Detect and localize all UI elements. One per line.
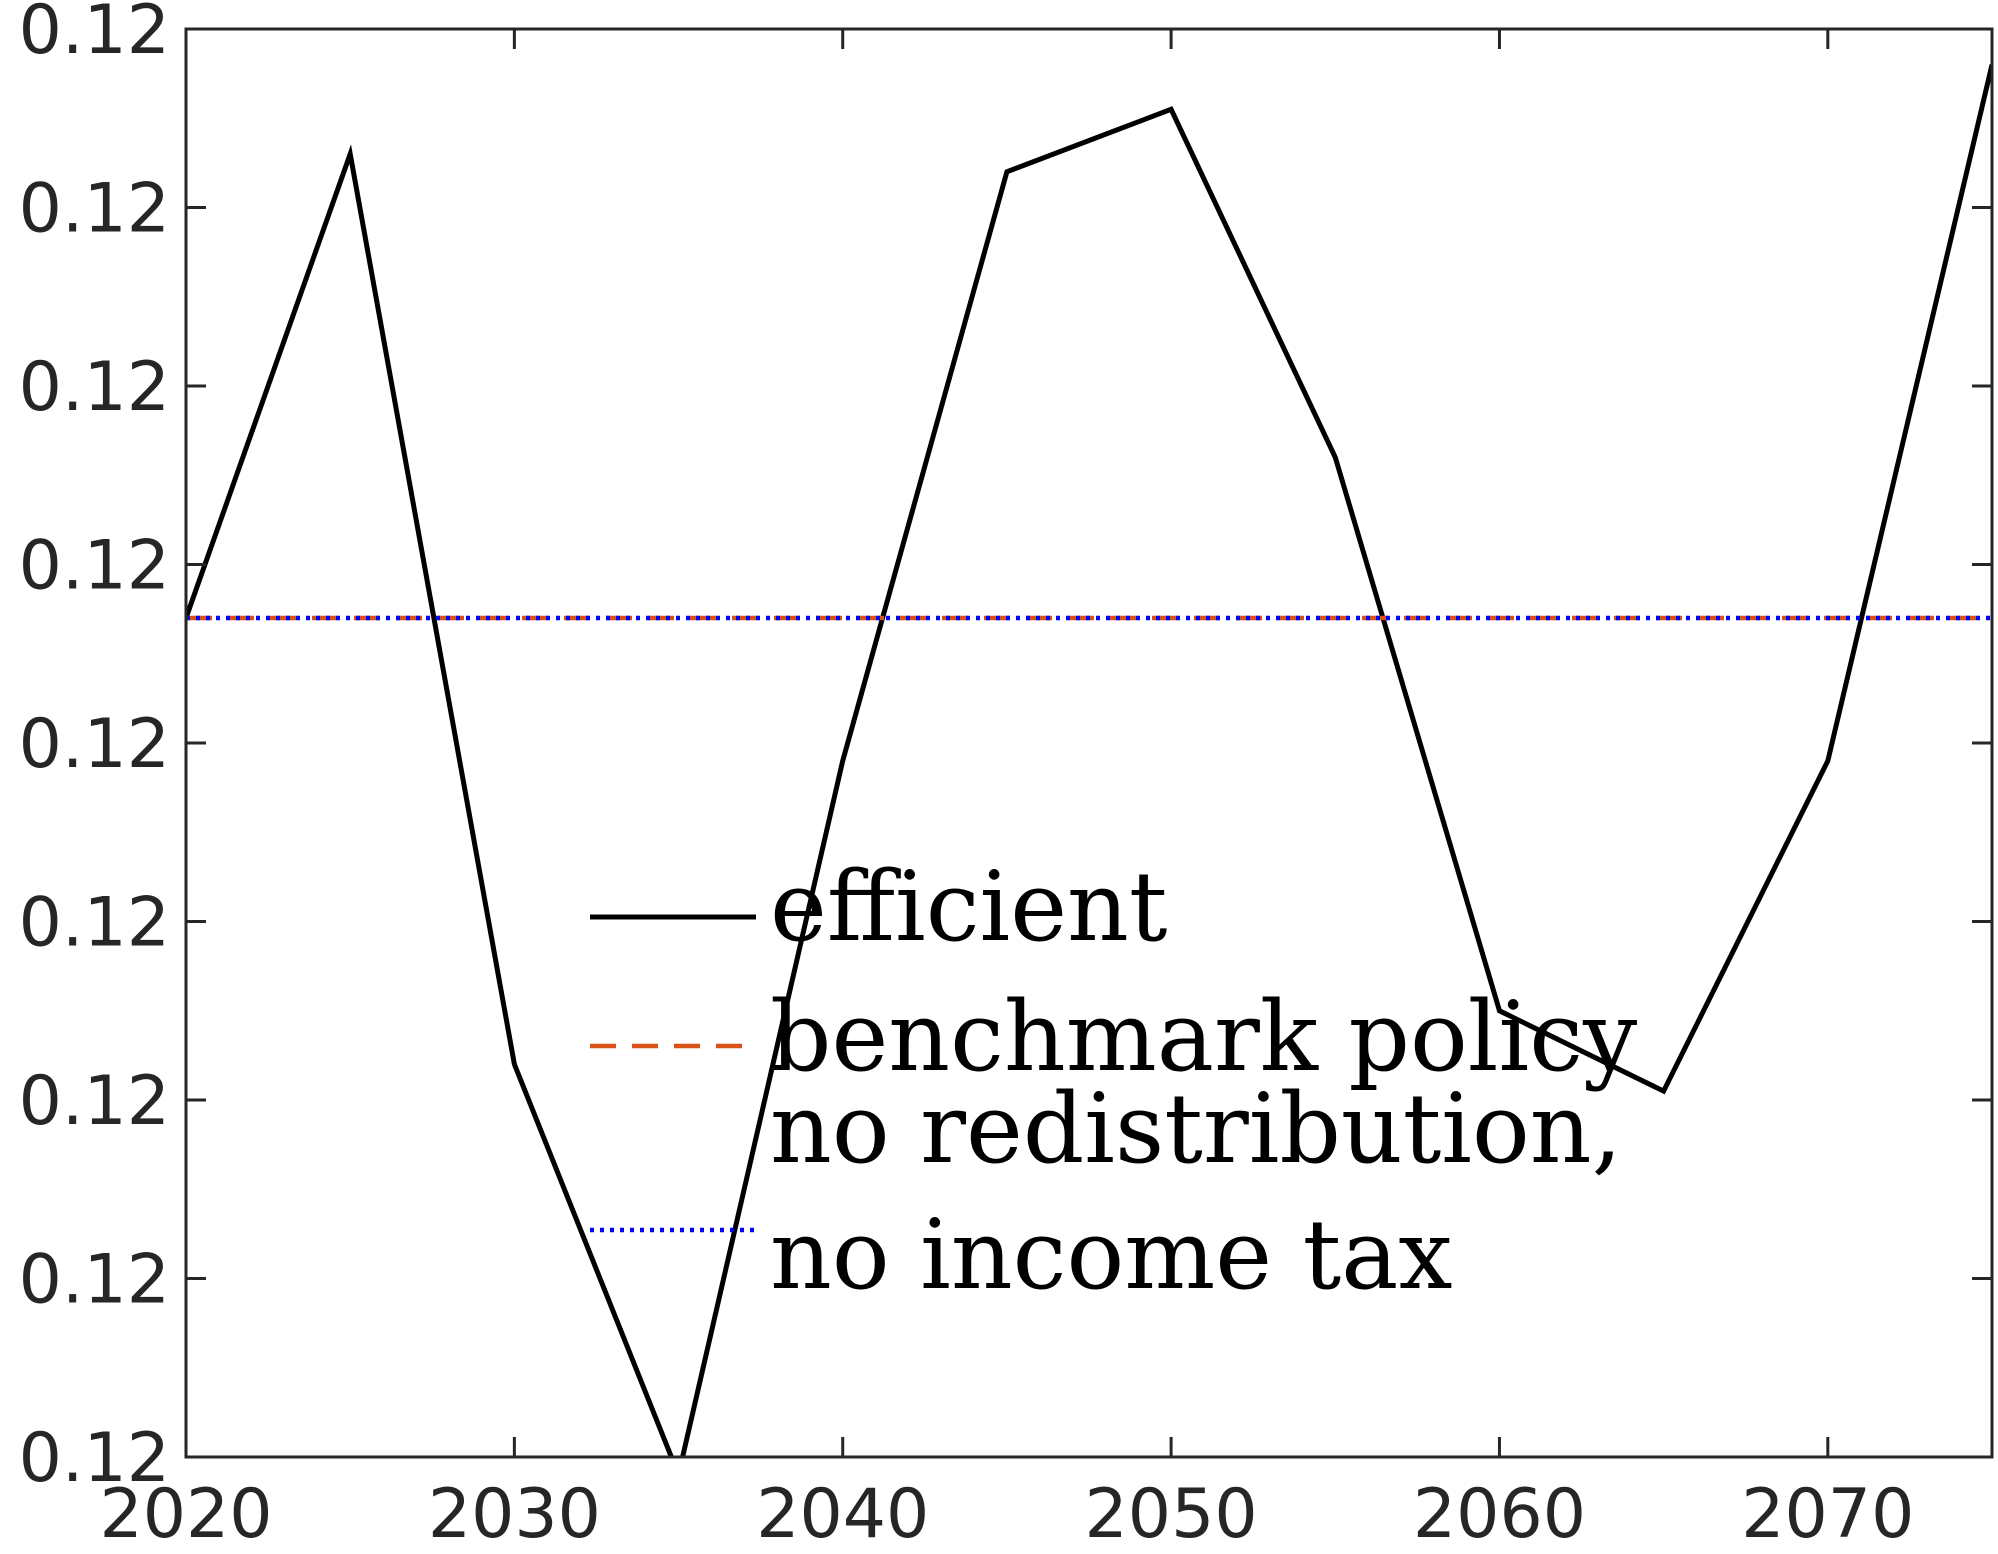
legend-label-efficient: efficient xyxy=(770,851,1167,963)
series-layer xyxy=(186,64,1992,1457)
axes-layer: 2020 2030 2040 2050 2060 2070 0.12 0.12 0.12 0.12… xyxy=(19,0,1994,1554)
x-tick-label: 2040 xyxy=(756,1475,929,1554)
y-tick-label: 0.12 xyxy=(19,348,170,427)
y-tick-label: 0.12 xyxy=(19,705,170,784)
legend-label-benchmark-policy: benchmark policy xyxy=(770,981,1637,1093)
x-tick-label: 2060 xyxy=(1413,1475,1586,1554)
x-tick-label: 2030 xyxy=(428,1475,601,1554)
legend-label-no-redistribution-no-income-tax: no redistribution, xyxy=(770,1073,1622,1185)
series-group xyxy=(186,64,1992,1457)
y-tick-label: 0.12 xyxy=(19,1419,170,1498)
series-line-efficient xyxy=(186,64,1992,1457)
y-tick-label: 0.12 xyxy=(19,0,170,70)
y-tick-label: 0.12 xyxy=(19,170,170,249)
y-tick-label: 0.12 xyxy=(19,1062,170,1141)
x-tick-label: 2070 xyxy=(1741,1475,1914,1554)
x-tick-label: 2050 xyxy=(1085,1475,1258,1554)
y-tick-label: 0.12 xyxy=(19,527,170,606)
x-tick-label: 2020 xyxy=(99,1475,272,1554)
y-tick-label: 0.12 xyxy=(19,884,170,963)
legend-label-no-redistribution-no-income-tax: no income tax xyxy=(770,1199,1453,1311)
y-tick-label: 0.12 xyxy=(19,1241,170,1320)
